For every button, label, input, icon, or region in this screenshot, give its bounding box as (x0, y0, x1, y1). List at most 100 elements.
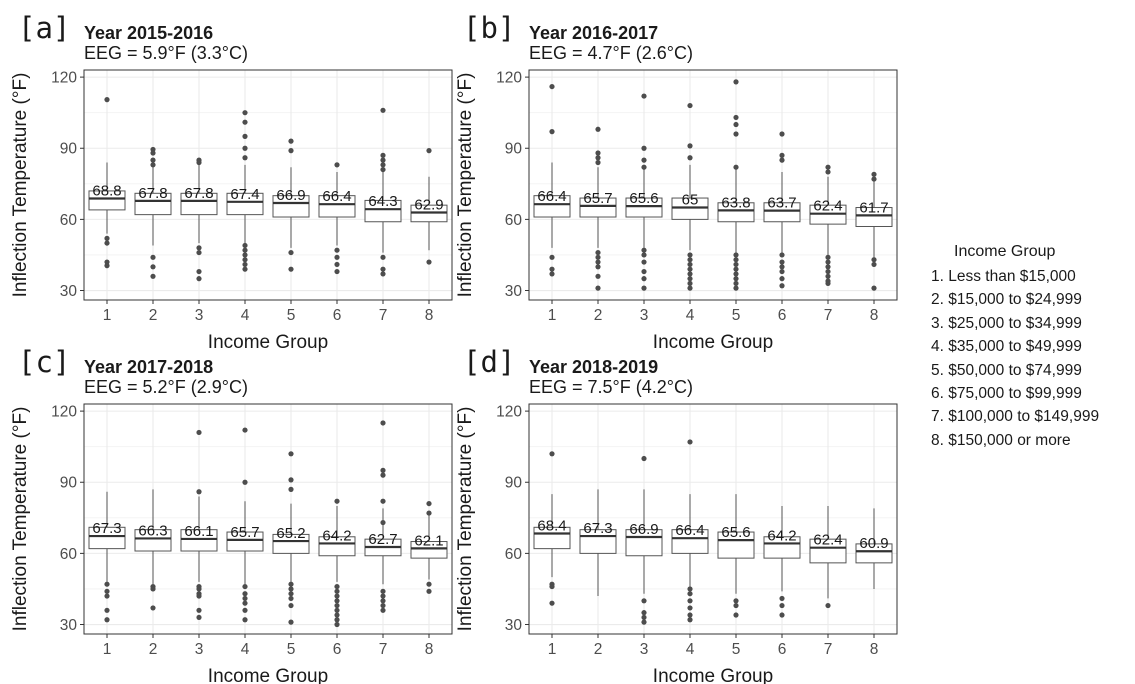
panel-3-border (83, 403, 453, 635)
panel-4-outlier-point (641, 610, 647, 616)
panel-2-box-4 (671, 197, 709, 220)
panel-2-outlier-point (779, 268, 785, 275)
panel-3-y-tick-label: 60 (60, 546, 78, 563)
panel-3-outlier-point (380, 519, 386, 526)
panel-2-x-tick-label: 8 (870, 307, 879, 324)
panel-3-outlier-point (334, 588, 340, 594)
panel-3-outlier-point (242, 600, 248, 606)
panel-4-median-label-1: 68.4 (537, 517, 566, 534)
panel-3-median-label-4: 65.7 (230, 524, 259, 541)
panel-1-outlier-point (104, 235, 110, 241)
panel-3-outlier-point (288, 591, 294, 597)
panel-2-outlier-point (595, 285, 601, 291)
panel-3-box-2 (134, 529, 172, 552)
panel-1-median-label-3: 67.8 (184, 185, 213, 202)
panel-4-outlier-point (825, 602, 831, 609)
panel-4-border (528, 403, 898, 635)
panel-2-outlier-point (595, 155, 601, 161)
panel-3-x-axis-title: Income Group (208, 666, 328, 684)
panel-1-outlier-point (104, 263, 110, 269)
panel-3-outlier-point (426, 510, 432, 516)
panel-3-outlier-point (196, 614, 202, 621)
panel-2-title: Year 2016-2017 (529, 23, 658, 43)
panel-4-outlier-point (779, 602, 785, 609)
panel-2-outlier-point (641, 247, 647, 253)
panel-1-outlier-point (150, 157, 156, 163)
panel-4-outlier-point (641, 619, 647, 625)
panel-3-outlier-point (104, 617, 110, 623)
panel-4-outlier-point (733, 612, 739, 618)
panel-2-outlier-point (687, 102, 693, 109)
panel-2-outlier-point (733, 257, 739, 263)
panel-1-y-tick-label: 120 (51, 70, 77, 87)
panel-1-median-label-4: 67.4 (230, 186, 259, 203)
panel-4-outlier-point (687, 586, 693, 592)
panel-3-outlier-point (150, 605, 156, 611)
panel-4-y-tick-label: 90 (505, 475, 523, 492)
panel-2-outlier-point (871, 261, 877, 268)
panel-3-outlier-point (288, 451, 294, 457)
panel-4-x-tick-label: 4 (686, 641, 695, 658)
panel-2-y-tick-label: 60 (505, 212, 523, 229)
panel-3-outlier-point (380, 467, 386, 473)
panel-1-outlier-point (288, 138, 294, 144)
panel-3-background (84, 404, 452, 634)
panel-2-outlier-point (687, 271, 693, 277)
panel-1-median-label-2: 67.8 (138, 185, 167, 202)
panel-3-outlier-point (380, 607, 386, 613)
panel-4-outlier-point (733, 598, 739, 604)
panel-3-outlier-point (380, 588, 386, 594)
panel-2-outlier-point (779, 157, 785, 163)
panel-3-median-label-3: 66.1 (184, 523, 213, 540)
panel-3-outlier-point (104, 581, 110, 587)
panel-1-median-label-8: 62.9 (414, 197, 443, 214)
panel-2-median-label-6: 63.7 (767, 195, 796, 212)
panel-3-outlier-point (242, 583, 248, 590)
panel-1-median-label-6: 66.4 (322, 188, 351, 205)
panel-1-outlier-point (196, 268, 202, 275)
panel-2-median-label-5: 63.8 (721, 194, 750, 211)
panel-1-x-tick-label: 6 (333, 307, 342, 324)
panel-4-outlier-point (687, 439, 693, 445)
panel-4-outlier-point (641, 455, 647, 462)
panel-2-median-label-2: 65.7 (583, 190, 612, 207)
panel-2-outlier-point (733, 131, 739, 137)
panel-3-outlier-point (288, 486, 294, 492)
panel-1-outlier-point (334, 254, 340, 260)
panel-3-outlier-point (426, 581, 432, 587)
panel-1-x-tick-label: 2 (149, 307, 158, 324)
panel-3-outlier-point (334, 498, 340, 504)
panel-2-outlier-point (687, 261, 693, 268)
panel-3-outlier-point (426, 588, 432, 594)
panel-4-panel-label: [d] (463, 345, 515, 379)
panel-3-median-label-6: 64.2 (322, 527, 351, 544)
panel-3-median-label-7: 62.7 (368, 531, 397, 548)
panel-4-outlier-point (779, 595, 785, 602)
legend-item-4: 4. $35,000 to $49,999 (931, 338, 1082, 356)
panel-2-outlier-point (641, 157, 647, 163)
panel-2-outlier-point (641, 252, 647, 258)
panel-3-outlier-point (380, 472, 386, 478)
panel-3-x-tick-label: 1 (103, 641, 112, 658)
panel-1-outlier-point (242, 266, 248, 272)
panel-3-box-6 (318, 536, 356, 557)
panel-2-outlier-point (641, 164, 647, 170)
panel-2-box-6 (763, 202, 801, 223)
panel-2-outlier-point (687, 280, 693, 287)
panel-3-outlier-point (426, 500, 432, 507)
panel-4-x-tick-label: 6 (778, 641, 787, 658)
panel-1-box-1 (88, 190, 126, 211)
panel-1-x-tick-label: 4 (241, 307, 250, 324)
panel-1-outlier-point (242, 261, 248, 268)
panel-3-outlier-point (288, 586, 294, 592)
panel-1-outlier-point (150, 254, 156, 260)
panel-3-subtitle: EEG = 5.2°F (2.9°C) (84, 377, 248, 397)
panel-4-outlier-point (549, 451, 555, 457)
legend-item-6: 6. $75,000 to $99,999 (931, 385, 1082, 403)
panel-2-outlier-point (733, 276, 739, 282)
panel-3-outlier-point (242, 479, 248, 485)
panel-2-median-label-8: 61.7 (859, 199, 888, 216)
panel-3-outlier-point (242, 617, 248, 623)
panel-2-median-label-1: 66.4 (537, 188, 566, 205)
panel-2-subtitle: EEG = 4.7°F (2.6°C) (529, 43, 693, 63)
